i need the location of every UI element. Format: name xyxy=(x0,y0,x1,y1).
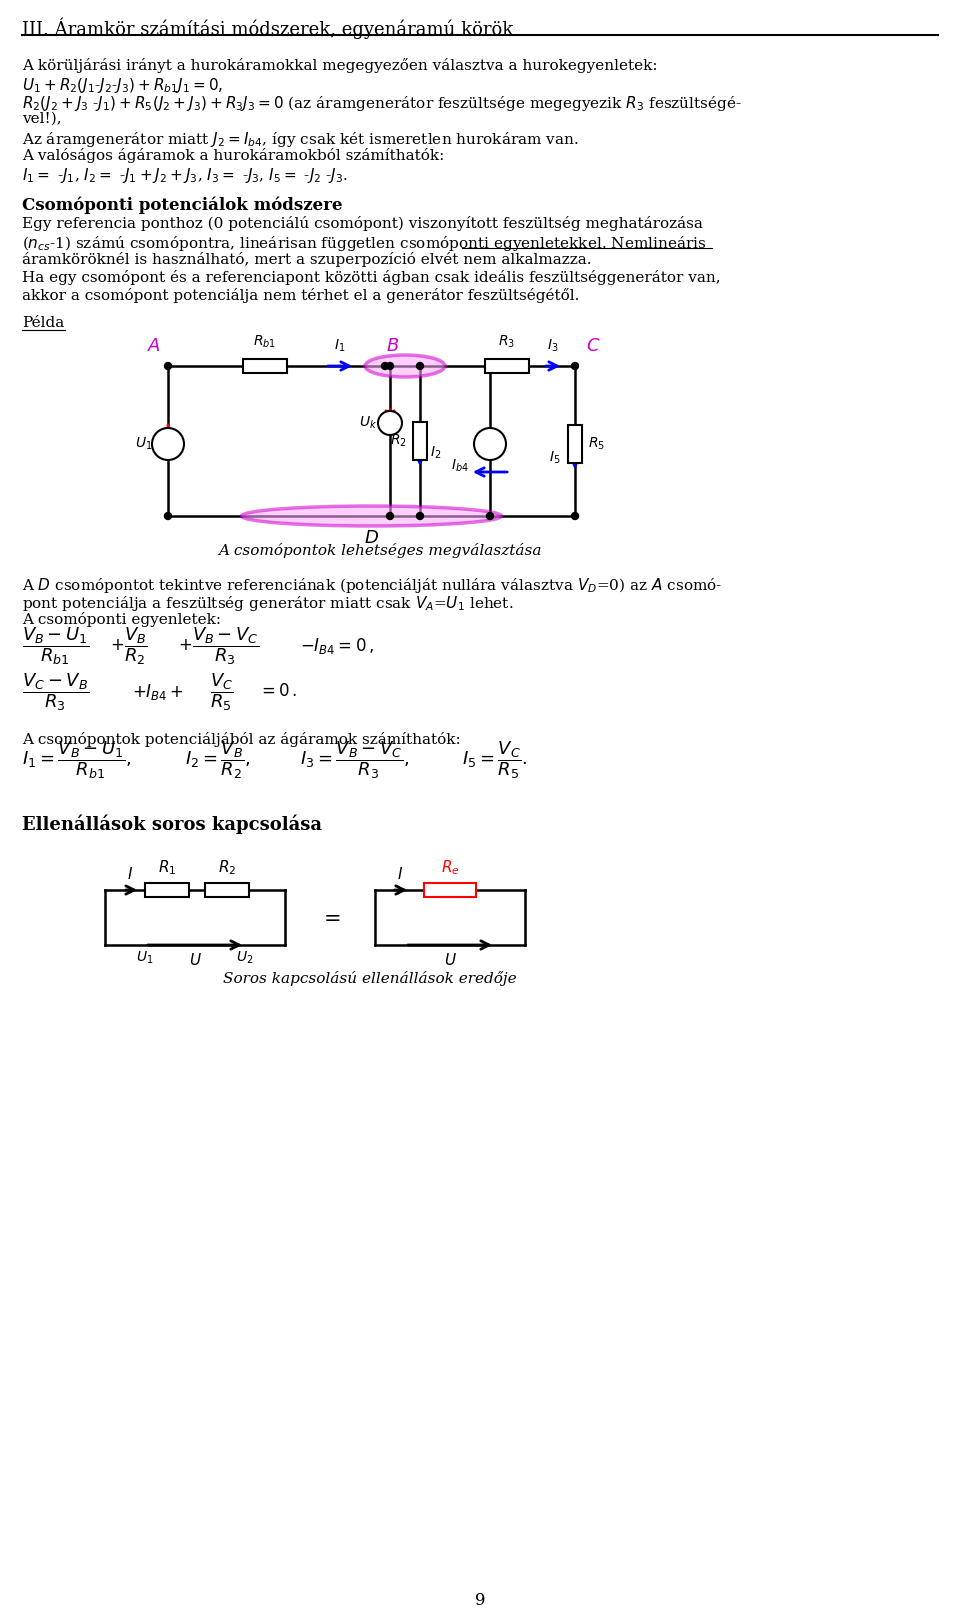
Text: $U_k$: $U_k$ xyxy=(359,416,377,432)
Text: $I_5$: $I_5$ xyxy=(549,450,561,466)
Text: $R_2$: $R_2$ xyxy=(390,433,406,450)
Text: $I_1=$ -$J_1$, $I_2=$ -$J_1 + J_2 + J_3$, $I_3=$ -$J_3$, $I_5=$ -$J_2$ -$J_3$.: $I_1=$ -$J_1$, $I_2=$ -$J_1 + J_2 + J_3$… xyxy=(22,167,348,184)
Bar xyxy=(424,883,476,897)
Bar xyxy=(485,359,529,374)
Text: $I_3$: $I_3$ xyxy=(547,338,559,354)
Text: $I_{b4}$: $I_{b4}$ xyxy=(451,458,468,474)
Text: $I_1$: $I_1$ xyxy=(334,338,346,354)
Text: $I_2 = \dfrac{V_B}{R_2},$: $I_2 = \dfrac{V_B}{R_2},$ xyxy=(185,739,251,781)
Text: A $D$ csomópontot tekintve referenciának (potenciálját nullára választva $V_D$=0: A $D$ csomópontot tekintve referenciának… xyxy=(22,576,723,595)
Text: $I_2$: $I_2$ xyxy=(430,445,442,461)
Text: $= 0\,.$: $= 0\,.$ xyxy=(258,684,298,700)
Text: Egy referencia ponthoz (0 potenciálú csomópont) viszonyított feszültség meghatár: Egy referencia ponthoz (0 potenciálú cso… xyxy=(22,217,703,231)
Circle shape xyxy=(387,362,394,370)
Text: A csomópontok potenciáljából az ágáramok számíthatók:: A csomópontok potenciáljából az ágáramok… xyxy=(22,733,461,747)
Bar xyxy=(145,883,189,897)
Text: $A$: $A$ xyxy=(147,336,161,356)
Text: $I$: $I$ xyxy=(396,867,403,881)
Text: $D$: $D$ xyxy=(364,529,378,547)
Circle shape xyxy=(164,513,172,519)
Circle shape xyxy=(164,362,172,370)
Text: $R_2$: $R_2$ xyxy=(218,859,236,878)
Text: $R_5$: $R_5$ xyxy=(588,437,606,453)
Text: $I_1 = \dfrac{V_B - U_1}{R_{b1}},$: $I_1 = \dfrac{V_B - U_1}{R_{b1}},$ xyxy=(22,739,132,781)
Ellipse shape xyxy=(365,356,445,377)
Text: $B$: $B$ xyxy=(386,336,399,356)
Circle shape xyxy=(417,362,423,370)
Text: A csomóponti egyenletek:: A csomóponti egyenletek: xyxy=(22,611,221,627)
Text: Ellenállások soros kapcsolása: Ellenállások soros kapcsolása xyxy=(22,815,322,834)
Text: $\dfrac{V_C - V_B}{R_3}$: $\dfrac{V_C - V_B}{R_3}$ xyxy=(22,671,89,713)
Text: $\dfrac{V_B - V_C}{R_3}$: $\dfrac{V_B - V_C}{R_3}$ xyxy=(192,626,259,666)
Text: akkor a csomópont potenciálja nem térhet el a generátor feszültségétől.: akkor a csomópont potenciálja nem térhet… xyxy=(22,288,580,302)
Text: A valóságos ágáramok a hurokáramokból számíthatók:: A valóságos ágáramok a hurokáramokból sz… xyxy=(22,149,444,163)
Circle shape xyxy=(571,362,579,370)
Bar xyxy=(413,422,427,459)
Text: $- I_{B4} = 0\,,$: $- I_{B4} = 0\,,$ xyxy=(300,635,374,657)
Text: $C$: $C$ xyxy=(586,336,600,356)
Text: Soros kapcsolású ellenállások eredője: Soros kapcsolású ellenállások eredője xyxy=(223,970,516,985)
Text: $U$: $U$ xyxy=(444,952,456,969)
Text: vel!),: vel!), xyxy=(22,112,61,126)
Text: $U_2$: $U_2$ xyxy=(236,949,253,967)
Text: $R_{b1}$: $R_{b1}$ xyxy=(253,333,276,351)
Text: Példa: Példa xyxy=(22,315,64,330)
Text: $R_2(J_2+J_3$ -$J_1) + R_5(J_2+J_3) + R_3J_3 =0$ (az áramgenerátor feszültsége m: $R_2(J_2+J_3$ -$J_1) + R_5(J_2+J_3) + R_… xyxy=(22,94,742,113)
Circle shape xyxy=(152,429,184,459)
Text: $I_3 = \dfrac{V_B - V_C}{R_3},$: $I_3 = \dfrac{V_B - V_C}{R_3},$ xyxy=(300,739,409,781)
Text: A körüljárási irányt a hurokáramokkal megegyezően választva a hurokegyenletek:: A körüljárási irányt a hurokáramokkal me… xyxy=(22,58,658,73)
Ellipse shape xyxy=(242,506,501,526)
Text: Az áramgenerátor miatt $J_2=I_{b4}$, így csak két ismeretlen hurokáram van.: Az áramgenerátor miatt $J_2=I_{b4}$, így… xyxy=(22,129,579,149)
Circle shape xyxy=(417,513,423,519)
Text: ($n_{cs}$-1) számú csomópontra, lineárisan független csomóponti egyenletekkel. N: ($n_{cs}$-1) számú csomópontra, lineáris… xyxy=(22,234,707,252)
Circle shape xyxy=(387,513,394,519)
Text: $I_5 = \dfrac{V_C}{R_5}.$: $I_5 = \dfrac{V_C}{R_5}.$ xyxy=(462,739,528,781)
Circle shape xyxy=(474,429,506,459)
Text: Csomóponti potenciálok módszere: Csomóponti potenciálok módszere xyxy=(22,196,343,213)
Text: $U_1$: $U_1$ xyxy=(136,949,154,967)
Text: $+ I_{B4} +$: $+ I_{B4} +$ xyxy=(132,682,184,702)
Text: 9: 9 xyxy=(475,1591,485,1609)
Text: $R_3$: $R_3$ xyxy=(498,333,516,351)
Bar xyxy=(243,359,287,374)
Circle shape xyxy=(381,362,389,370)
Text: $=$: $=$ xyxy=(320,907,341,927)
Text: $\dfrac{V_B}{R_2}$: $\dfrac{V_B}{R_2}$ xyxy=(124,626,148,666)
Text: III. Áramkör számítási módszerek, egyenáramú körök: III. Áramkör számítási módszerek, egyená… xyxy=(22,18,514,39)
Text: áramköröknél is használható, mert a szuperpozíció elvét nem alkalmazza.: áramköröknél is használható, mert a szup… xyxy=(22,252,591,267)
Circle shape xyxy=(487,513,493,519)
Text: $I$: $I$ xyxy=(127,867,133,881)
Circle shape xyxy=(378,411,402,435)
Text: $R_e$: $R_e$ xyxy=(441,859,459,878)
Text: $+$: $+$ xyxy=(110,637,124,655)
Text: $R_1$: $R_1$ xyxy=(157,859,176,878)
Bar xyxy=(568,425,582,462)
Text: A csomópontok lehetséges megválasztása: A csomópontok lehetséges megválasztása xyxy=(218,542,541,558)
Circle shape xyxy=(571,513,579,519)
Text: pont potenciálja a feszültség generátor miatt csak $V_A$=$U_1$ lehet.: pont potenciálja a feszültség generátor … xyxy=(22,593,514,613)
Text: $+$: $+$ xyxy=(178,637,192,655)
Text: $\dfrac{V_B - U_1}{R_{b1}}$: $\dfrac{V_B - U_1}{R_{b1}}$ xyxy=(22,626,89,666)
Text: Ha egy csomópont és a referenciapont közötti ágban csak ideális feszültséggenerá: Ha egy csomópont és a referenciapont köz… xyxy=(22,270,721,285)
Text: $\dfrac{V_C}{R_5}$: $\dfrac{V_C}{R_5}$ xyxy=(210,671,233,713)
Bar xyxy=(205,883,249,897)
Text: $U_1$: $U_1$ xyxy=(135,437,153,453)
Text: $U$: $U$ xyxy=(188,952,202,969)
Text: $U_1 + R_2(J_1$-$J_2$-$J_3) + R_{b1}J_1 =0,$: $U_1 + R_2(J_1$-$J_2$-$J_3) + R_{b1}J_1 … xyxy=(22,76,224,95)
